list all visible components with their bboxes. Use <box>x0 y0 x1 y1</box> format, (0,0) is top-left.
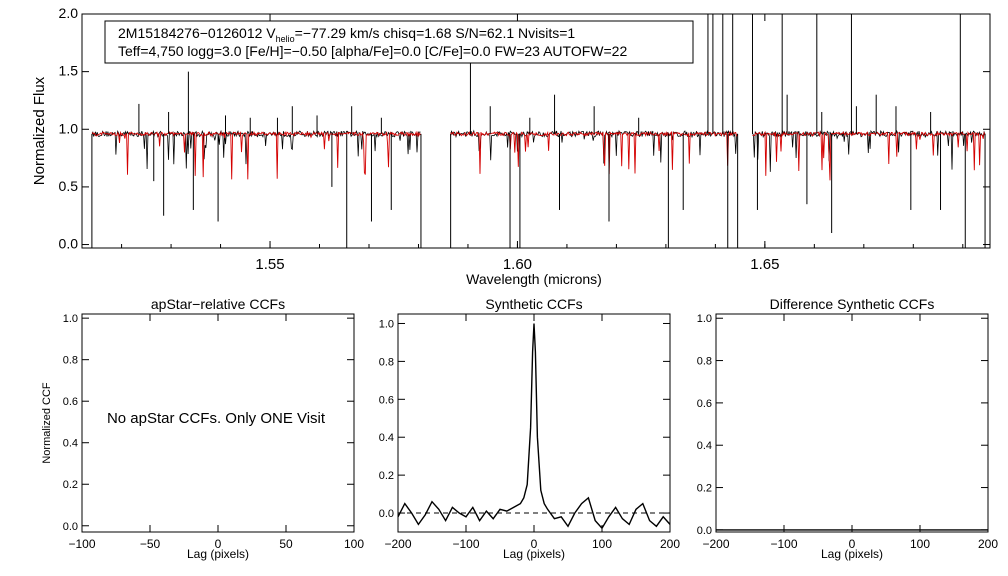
ccf-synthetic-ytick-label: 0.8 <box>379 356 394 368</box>
observed-spectrum-line <box>450 129 738 164</box>
ccf-difference-ytick-label: 1.0 <box>697 313 712 325</box>
spectrum-plot-frame <box>81 13 991 249</box>
ccf-apstar-title: apStar−relative CCFs <box>151 296 285 312</box>
ccf-difference-xtick-label: −200 <box>702 537 729 551</box>
model-spectrum-line <box>450 130 738 175</box>
spectrum-ytick-label: 1.5 <box>59 63 79 79</box>
spectrum-ytick-label: 2.0 <box>59 5 79 21</box>
spectrum-ytick-label: 0.0 <box>59 236 79 252</box>
spectrum-panel: 1.55 1.60 1.65 0.0 0.5 1.0 1.5 2.0 Normalized F… <box>31 5 991 287</box>
ccf-synthetic-lines <box>397 323 671 530</box>
no-apstar-ccfs-annotation: No apStar CCFs. Only ONE Visit <box>107 410 326 427</box>
ccf-difference-ytick-label: 0.6 <box>697 398 712 410</box>
ccf-y-axis-label: Normalized CCF <box>41 382 53 464</box>
ccf-apstar-ticks: −100 −50 0 50 100 0.0 0.2 0.4 0.6 0.8 1.0 <box>63 313 365 551</box>
ccf-difference-ytick-label: 0.4 <box>697 440 712 452</box>
legend-line-1: 2M15184276−0126012 Vhelio=−77.29 km/s ch… <box>118 25 575 44</box>
ccf-difference-xtick-label: 100 <box>910 537 930 551</box>
legend-stats: =−77.29 km/s chisq=1.68 S/N=62.1 Nvisits… <box>295 25 576 41</box>
spectrum-xtick-label: 1.55 <box>255 256 284 273</box>
ccf-difference-frame <box>715 313 989 533</box>
legend-vhelio-subscript: helio <box>276 34 295 44</box>
ccf-difference-ytick-label: 0.2 <box>697 483 712 495</box>
ccf-panel-synthetic: Synthetic CCFs Lag (pixels) −200 −100 0 100… <box>379 296 681 561</box>
spectrum-ytick-label: 0.5 <box>59 178 79 194</box>
ccf-synthetic-xtick-label: 100 <box>592 537 612 551</box>
observed-spectrum-line <box>752 129 986 172</box>
ccf-difference-title: Difference Synthetic CCFs <box>770 296 935 312</box>
ccf-synthetic-ytick-label: 0.6 <box>379 394 394 406</box>
ccf-apstar-xtick-label: −50 <box>140 537 161 551</box>
model-spectrum-line <box>752 130 986 181</box>
ccf-panel-difference: Difference Synthetic CCFs Lag (pixels) −… <box>697 296 999 561</box>
spectrum-y-axis-label: Normalized Flux <box>31 76 48 185</box>
ccf-apstar-x-axis-label: Lag (pixels) <box>187 547 249 561</box>
ccf-difference-xtick-label: 0 <box>849 537 856 551</box>
ccf-synthetic-series-line <box>397 323 671 530</box>
legend-star-id: 2M15184276−0126012 V <box>118 25 276 41</box>
spectrum-xtick-label: 1.65 <box>750 256 779 273</box>
ccf-synthetic-ytick-label: 1.0 <box>379 318 394 330</box>
ccf-apstar-ytick-label: 0.2 <box>63 479 78 491</box>
ccf-apstar-ytick-label: 1.0 <box>63 313 78 325</box>
spectrum-x-axis-label: Wavelength (microns) <box>466 271 602 287</box>
ccf-synthetic-ticks: −200 −100 0 100 200 0.0 0.2 0.4 0.6 0.8 1.0 <box>379 314 680 551</box>
ccf-apstar-ytick-label: 0.8 <box>63 355 78 367</box>
ccf-difference-ticks: −200 −100 0 100 200 0.0 0.2 0.4 0.6 0.8 1.0 <box>697 313 999 551</box>
ccf-apstar-ytick-label: 0.0 <box>63 521 78 533</box>
ccf-apstar-xtick-label: 0 <box>215 537 222 551</box>
spectrum-legend-box: 2M15184276−0126012 Vhelio=−77.29 km/s ch… <box>104 20 694 64</box>
ccf-difference-x-axis-label: Lag (pixels) <box>821 547 883 561</box>
ccf-difference-xtick-label: 200 <box>978 537 998 551</box>
spectrum-lines <box>91 14 986 248</box>
ccf-apstar-ytick-label: 0.6 <box>63 396 78 408</box>
ccf-panel-apstar: apStar−relative CCFs Lag (pixels) Normal… <box>41 296 364 561</box>
ccf-synthetic-xtick-label: 200 <box>660 537 680 551</box>
ccf-synthetic-ytick-label: 0.0 <box>379 508 394 520</box>
ccf-synthetic-xtick-label: 0 <box>531 537 538 551</box>
ccf-synthetic-xtick-label: −100 <box>452 537 479 551</box>
legend-line-2: Teff=4,750 logg=3.0 [Fe/H]=−0.50 [alpha/… <box>118 43 627 59</box>
spectrum-ytick-label: 1.0 <box>59 120 79 136</box>
ccf-synthetic-x-axis-label: Lag (pixels) <box>503 547 565 561</box>
spectrum-ticks: 1.55 1.60 1.65 0.0 0.5 1.0 1.5 2.0 <box>59 5 990 273</box>
ccf-apstar-xtick-label: −100 <box>68 537 95 551</box>
spectrum-xtick-label: 1.60 <box>503 256 532 273</box>
model-spectrum-line <box>91 130 421 180</box>
ccf-synthetic-title: Synthetic CCFs <box>485 296 582 312</box>
ccf-difference-xtick-label: −100 <box>770 537 797 551</box>
ccf-difference-ytick-label: 0.8 <box>697 356 712 368</box>
ccf-difference-ytick-label: 0.0 <box>697 525 712 537</box>
ccf-apstar-xtick-label: 50 <box>279 537 293 551</box>
ccf-synthetic-frame <box>397 313 671 533</box>
ccf-apstar-ytick-label: 0.4 <box>63 438 78 450</box>
ccf-synthetic-xtick-label: −200 <box>384 537 411 551</box>
ccf-apstar-xtick-label: 100 <box>344 537 364 551</box>
legend-frame <box>104 20 694 64</box>
ccf-synthetic-ytick-label: 0.4 <box>379 432 394 444</box>
ccf-synthetic-ytick-label: 0.2 <box>379 470 394 482</box>
